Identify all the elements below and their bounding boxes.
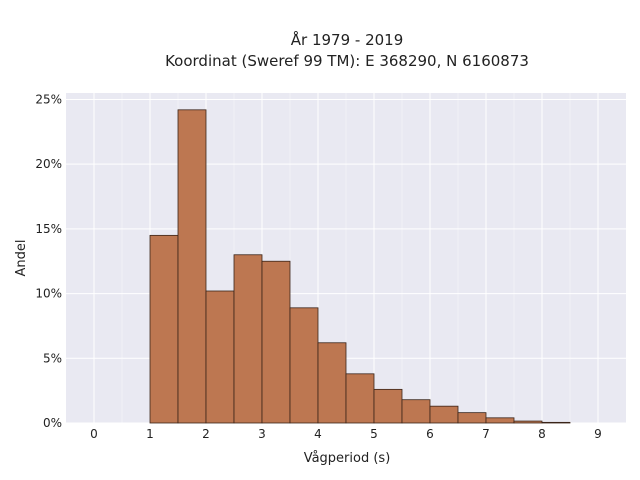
histogram-bar — [205, 290, 235, 424]
chart-subtitle: Koordinat (Sweref 99 TM): E 368290, N 61… — [165, 52, 529, 70]
x-tick-label: 9 — [594, 427, 602, 441]
x-tick-label: 0 — [90, 427, 98, 441]
x-tick-label: 1 — [146, 427, 154, 441]
histogram-bar — [261, 260, 291, 424]
y-tick-label: 15% — [35, 222, 62, 236]
histogram-bar — [513, 420, 543, 424]
histogram-bar — [177, 109, 207, 424]
histogram-bar — [429, 405, 459, 424]
x-tick-label: 4 — [314, 427, 322, 441]
y-tick-label: 10% — [35, 287, 62, 301]
x-tick-label: 7 — [482, 427, 490, 441]
x-tick-label: 8 — [538, 427, 546, 441]
chart-title: År 1979 - 2019 — [291, 30, 404, 49]
histogram-bar — [541, 421, 571, 424]
x-tick-label: 2 — [202, 427, 210, 441]
y-tick-label: 5% — [43, 351, 62, 365]
histogram-bar — [401, 399, 431, 424]
x-tick-label: 6 — [426, 427, 434, 441]
histogram-bar — [457, 412, 487, 424]
histogram-bar — [233, 254, 263, 424]
y-axis-ticks: 0% 5% 10% 15% 20% 25% — [35, 92, 62, 430]
bars-group — [149, 109, 571, 424]
histogram-bar — [485, 417, 515, 424]
x-axis-ticks: 0 1 2 3 4 5 6 7 8 9 — [90, 427, 602, 441]
histogram-bar — [289, 307, 319, 424]
y-tick-label: 20% — [35, 157, 62, 171]
x-axis-label: Vågperiod (s) — [304, 451, 391, 466]
histogram-bar — [317, 342, 347, 424]
y-tick-label: 0% — [43, 416, 62, 430]
histogram-bar — [345, 373, 375, 424]
histogram-bar — [373, 388, 403, 424]
x-tick-label: 3 — [258, 427, 266, 441]
histogram-bar — [149, 234, 179, 424]
x-tick-label: 5 — [370, 427, 378, 441]
y-axis-label: Andel — [14, 240, 29, 277]
y-tick-label: 25% — [35, 92, 62, 106]
